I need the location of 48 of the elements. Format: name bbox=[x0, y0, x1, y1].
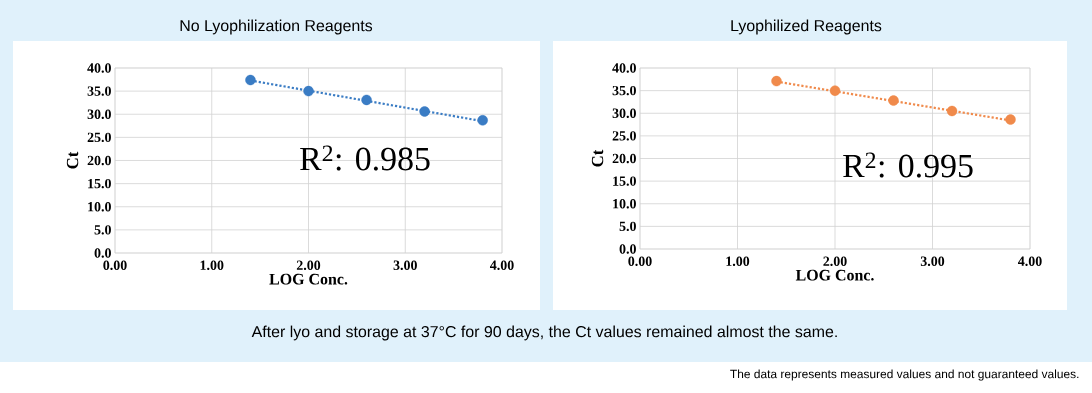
y-tick-label: 5.0 bbox=[619, 221, 636, 232]
point bbox=[1005, 114, 1016, 125]
x-tick-label: 1.00 bbox=[726, 256, 750, 266]
point bbox=[946, 105, 958, 117]
x-tick-label: 3.00 bbox=[393, 260, 417, 270]
point bbox=[829, 85, 841, 96]
point bbox=[477, 115, 488, 126]
y-tick-label: 25.0 bbox=[612, 131, 636, 141]
x-tick-label: 0.00 bbox=[628, 256, 652, 266]
y-tick-label: 35.0 bbox=[87, 86, 111, 96]
point bbox=[771, 75, 782, 87]
y-tick-label: 10.0 bbox=[613, 199, 636, 209]
x-tick-label: 2.00 bbox=[296, 260, 321, 270]
y-tick-label: 5.0 bbox=[94, 225, 111, 235]
y-tick-label: 20.0 bbox=[87, 155, 111, 166]
y-tick-label: 15.0 bbox=[613, 176, 636, 186]
text: The data represents measured values and not guaranteed values. bbox=[730, 369, 1079, 381]
y-axis-title: Ct bbox=[66, 151, 79, 169]
x-tick-label: 2.00 bbox=[823, 256, 847, 266]
point bbox=[888, 95, 899, 106]
y-tick-label: 20.0 bbox=[612, 153, 636, 164]
y-tick-label: 0.0 bbox=[94, 248, 111, 258]
x-axis-title: LOG Conc. bbox=[795, 269, 874, 281]
x-tick-label: 3.00 bbox=[920, 256, 945, 266]
y-tick-label: 0.0 bbox=[619, 244, 636, 254]
point bbox=[419, 106, 430, 117]
y-tick-label: 15.0 bbox=[88, 178, 111, 189]
chart-title: No Lyophilization Reagents bbox=[180, 19, 373, 35]
y-tick-label: 40.0 bbox=[612, 63, 636, 73]
x-tick-label: 4.00 bbox=[489, 260, 514, 270]
x-tick-label: 1.00 bbox=[200, 260, 224, 270]
point bbox=[245, 74, 256, 86]
y-tick-label: 40.0 bbox=[87, 63, 111, 73]
x-tick-label: 4.00 bbox=[1018, 256, 1042, 266]
y-axis-title: Ct bbox=[591, 149, 604, 167]
y-tick-label: 30.0 bbox=[87, 109, 111, 119]
annotation: R$^{2}$: 0.995 bbox=[843, 152, 973, 178]
y-tick-label: 10.0 bbox=[88, 202, 111, 212]
annotation: R$^{2}$: 0.985 bbox=[300, 145, 430, 171]
chart-title: Lyophilized Reagents bbox=[731, 19, 882, 35]
text: After lyo and storage at 37°C for 90 days, the Ct values remained almost the same. bbox=[251, 325, 837, 341]
y-tick-label: 35.0 bbox=[612, 85, 636, 96]
x-axis-title: LOG Conc. bbox=[269, 273, 348, 285]
y-tick-label: 25.0 bbox=[87, 132, 111, 143]
point bbox=[303, 85, 314, 97]
y-tick-label: 30.0 bbox=[612, 108, 636, 118]
point bbox=[361, 94, 372, 106]
x-tick-label: 0.00 bbox=[103, 260, 127, 270]
